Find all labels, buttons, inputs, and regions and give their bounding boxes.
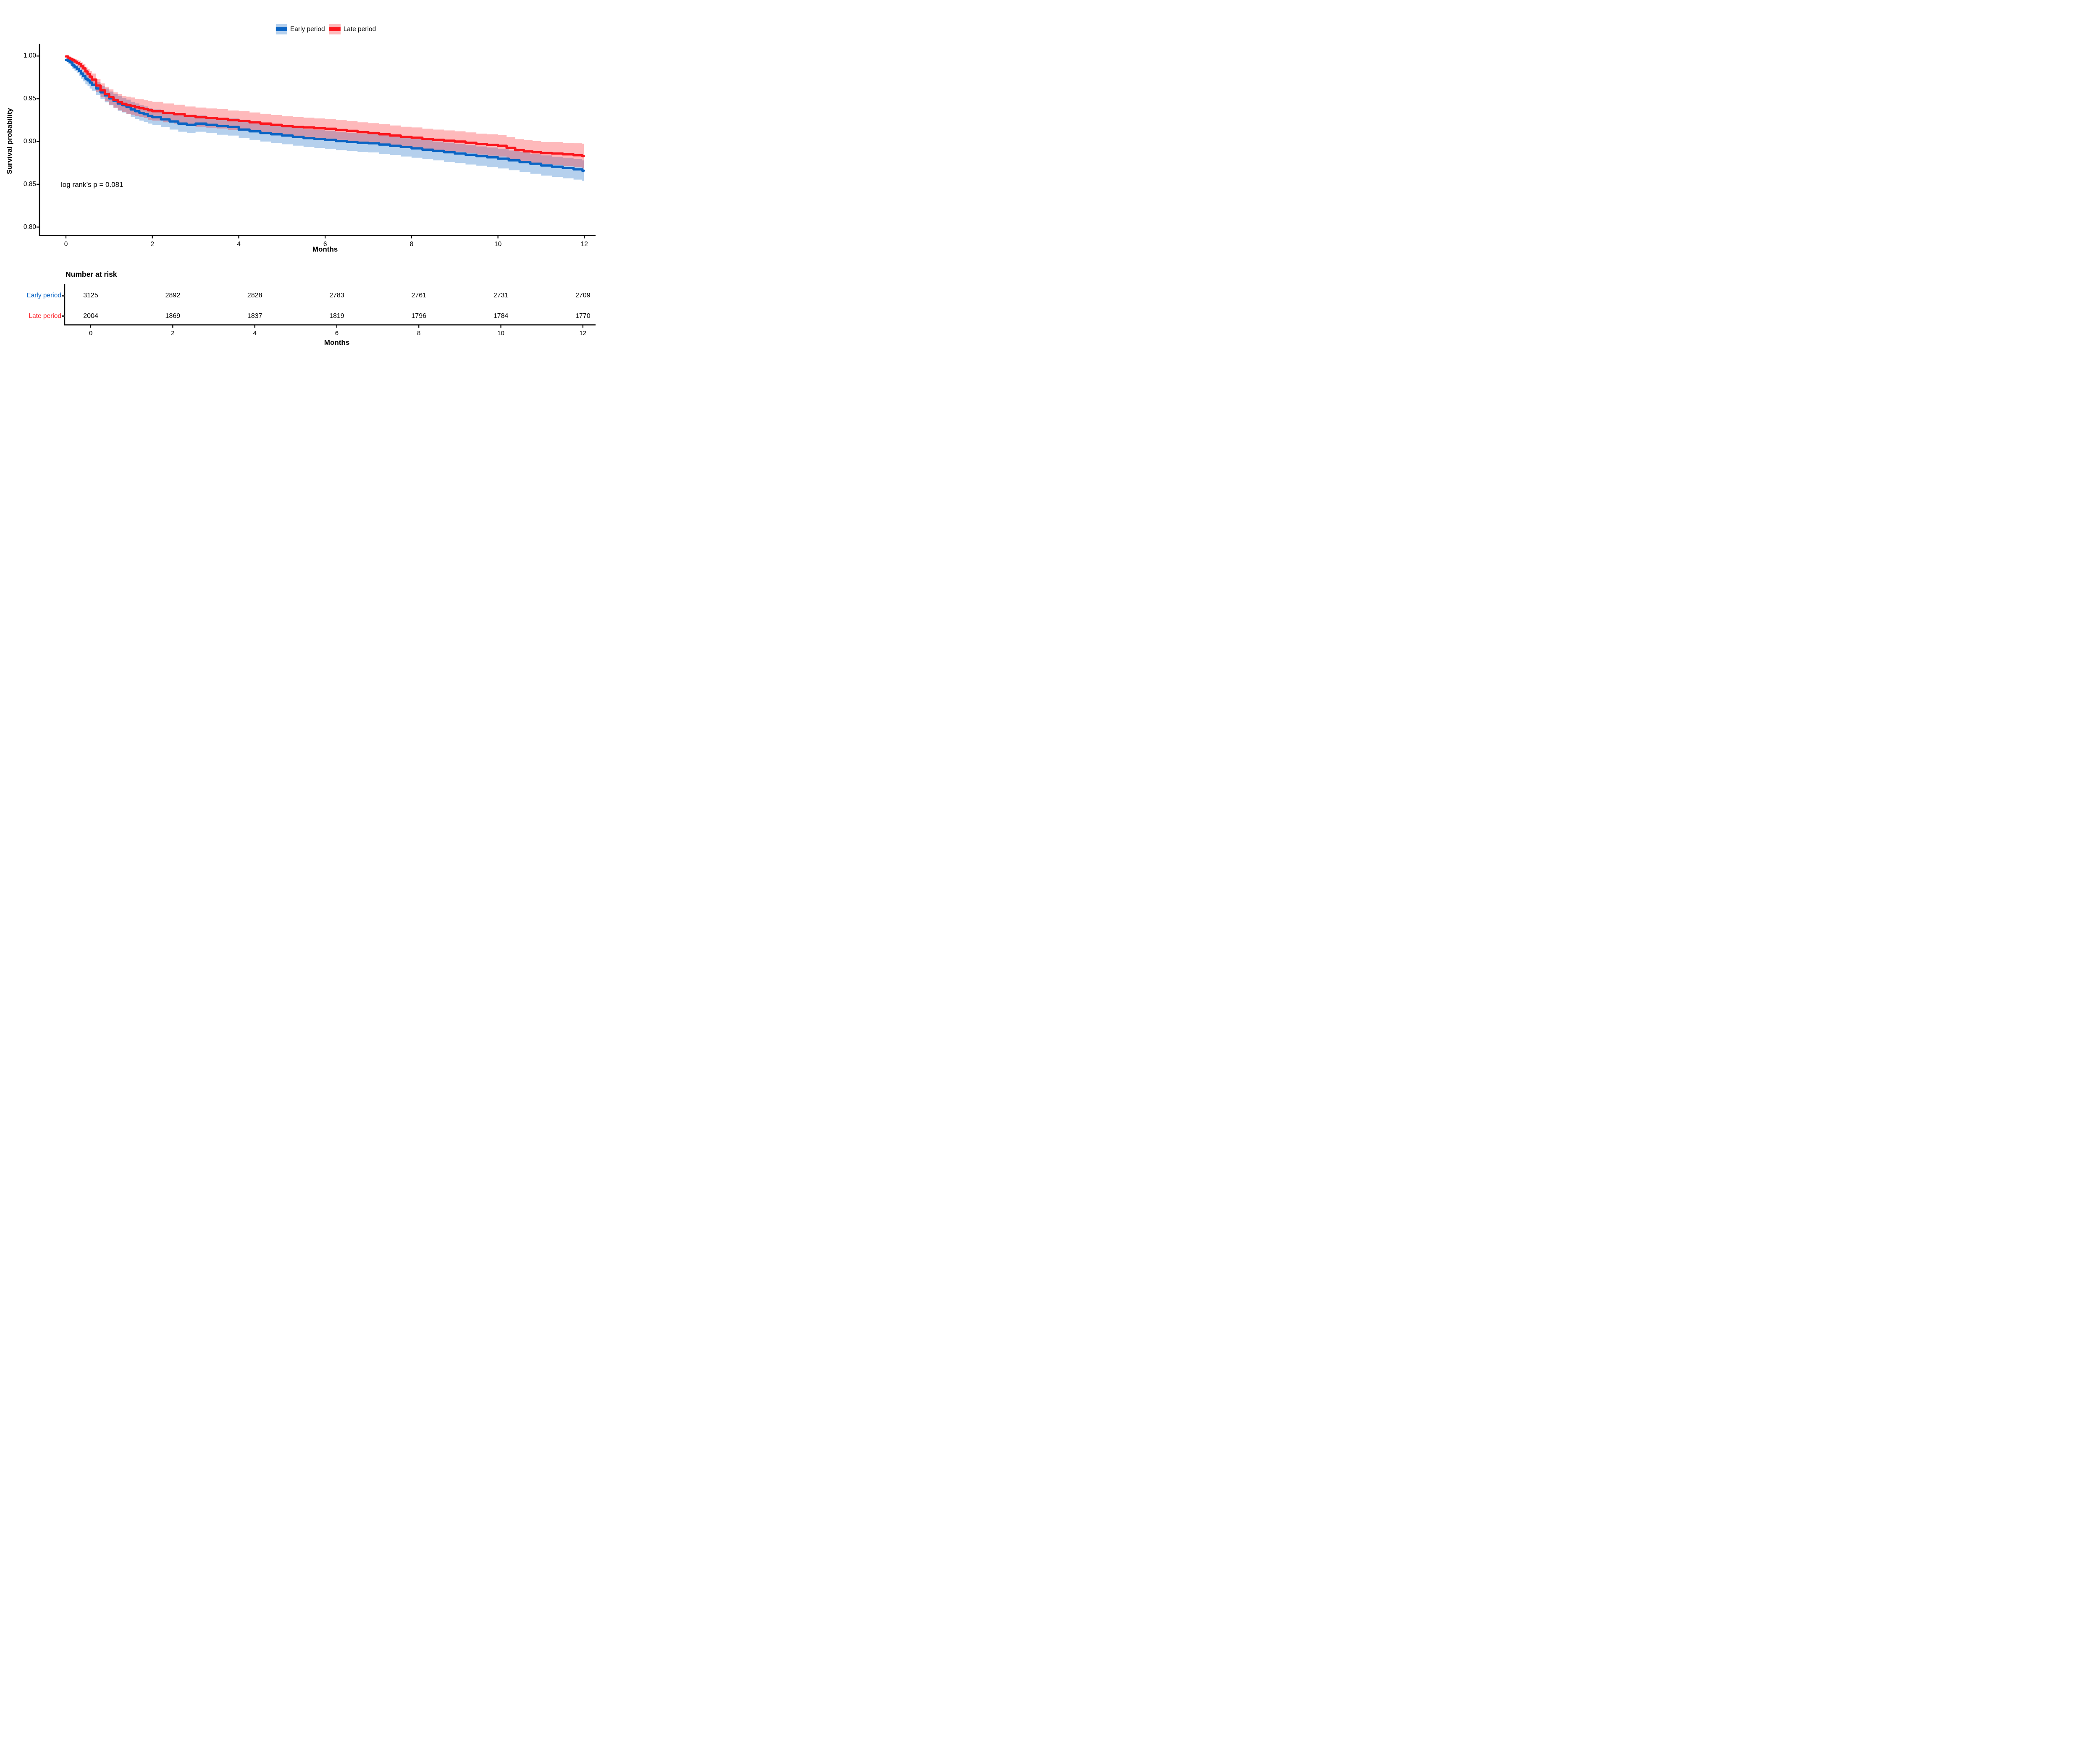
risk-x-tick-label-6: 6 [335,329,339,337]
risk-x-tick-label-2: 2 [171,329,175,337]
risk-count-late-period-m6: 1819 [329,312,344,320]
x-axis-title: Months [312,245,338,253]
risk-row-label-early-period: Early period [26,292,61,299]
risk-x-tick-label-0: 0 [89,329,93,337]
early-period-key-swatch [276,24,287,34]
risk-x-tick-label-12: 12 [579,329,587,337]
risk-table-x-axis-title: Months [324,339,350,346]
x-tick-label-4: 4 [237,240,241,248]
risk-x-tick-label-4: 4 [253,329,257,337]
risk-x-tick-label-8: 8 [417,329,421,337]
risk-table-title: Number at risk [66,270,117,278]
x-tick-label-10: 10 [494,240,502,248]
risk-count-late-period-m10: 1784 [493,312,509,320]
survival-curve-early-period [65,58,585,172]
risk-count-early-period-m8: 2761 [411,292,426,299]
risk-count-late-period-m2: 1869 [165,312,181,320]
risk-count-early-period-m6: 2783 [329,292,344,299]
risk-count-late-period-m8: 1796 [411,312,426,320]
x-tick-label-0: 0 [64,240,68,248]
risk-count-late-period-m0: 2004 [83,312,98,320]
legend-label-early-period: Early period [290,25,325,33]
x-tick-label-12: 12 [580,240,588,248]
x-tick-label-8: 8 [410,240,414,248]
y-tick-label-0.95: 0.95 [23,95,36,102]
x-tick-label-2: 2 [150,240,155,248]
early-period-line-swatch [276,27,287,31]
survival-plot-canvas [37,44,596,328]
risk-count-early-period-m10: 2731 [493,292,509,299]
risk-row-label-late-period: Late period [29,312,61,320]
confidence-band-early-period [66,58,584,181]
x-tick-label-6: 6 [323,240,327,248]
y-tick-label-0.85: 0.85 [23,180,36,188]
legend-item-early-period: Early period [276,24,325,34]
survival-curve-late-period [65,55,585,158]
risk-x-tick-label-10: 10 [497,329,504,337]
risk-count-late-period-m4: 1837 [247,312,262,320]
risk-count-early-period-m0: 3125 [83,292,98,299]
risk-count-early-period-m12: 2709 [575,292,591,299]
risk-count-late-period-m12: 1770 [575,312,591,320]
risk-count-early-period-m2: 2892 [165,292,181,299]
legend-item-late-period: Late period [329,24,376,34]
late-period-key-swatch [329,24,341,34]
legend-label-late-period: Late period [343,25,376,33]
y-tick-label-1.00: 1.00 [23,52,36,60]
risk-count-early-period-m4: 2828 [247,292,262,299]
legend: Early period Late period [276,24,376,34]
km-survival-figure: Early period Late period Survival probab… [0,0,605,353]
late-period-line-swatch [329,27,341,31]
y-tick-label-0.80: 0.80 [23,223,36,231]
y-tick-label-0.90: 0.90 [23,138,36,145]
logrank-p-annotation: log rank’s p = 0.081 [61,181,123,189]
